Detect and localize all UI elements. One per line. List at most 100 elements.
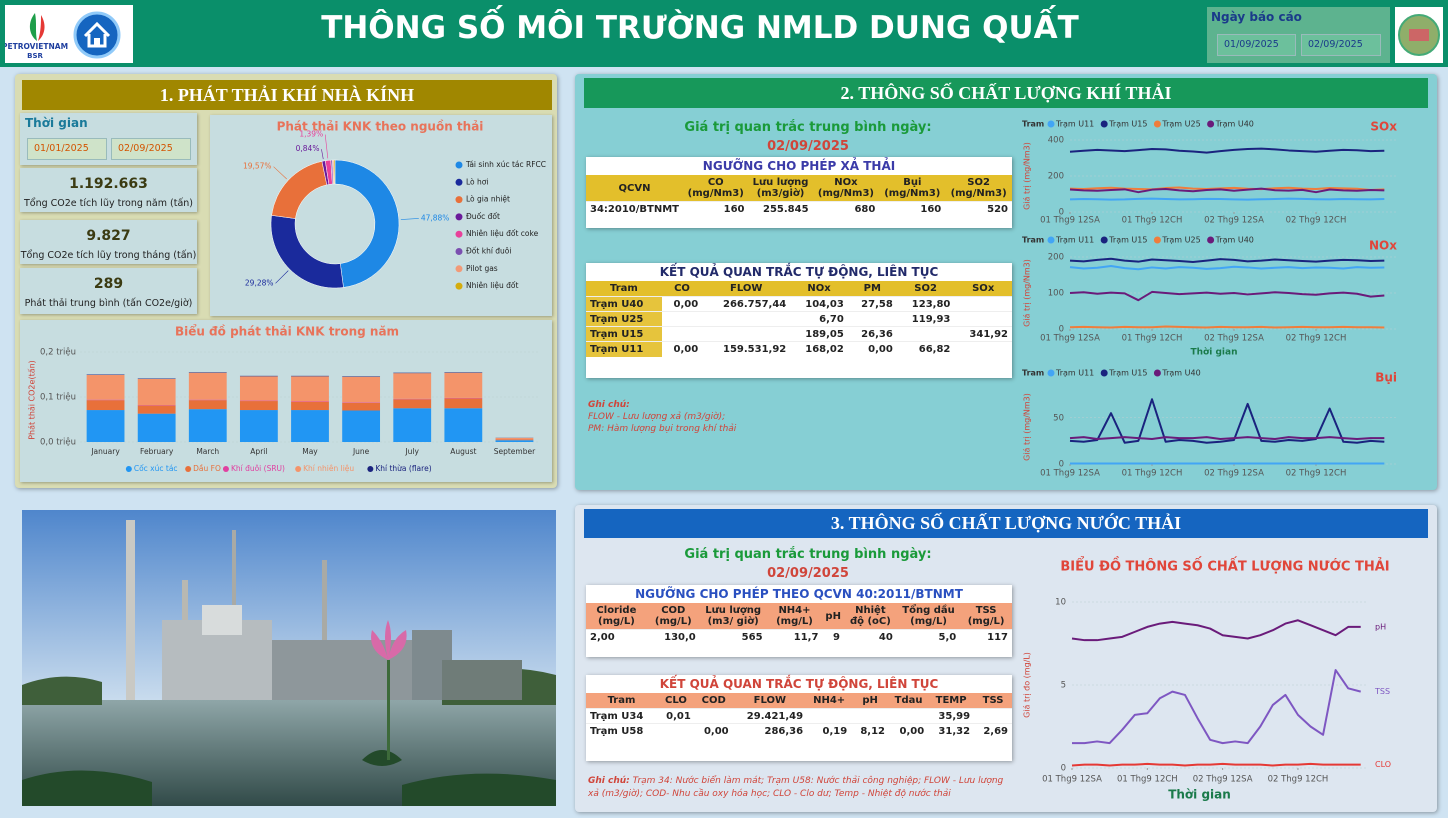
bar-chart: Biểu đồ phát thải KNK trong năm Phát thải…	[27, 324, 540, 473]
cell: 2,69	[974, 723, 1012, 739]
date-to[interactable]: 02/09/2025	[111, 138, 191, 160]
bar-segment	[188, 409, 227, 442]
chart-title: Bụi	[1375, 371, 1397, 385]
x-tick-label: July	[404, 447, 419, 456]
legend-label: Lò hơi	[466, 177, 488, 186]
legend-label: Khí nhiên liệu	[303, 464, 354, 473]
data-label: 47,88%	[421, 213, 450, 222]
cell: 31,32	[928, 723, 975, 739]
x-tick-label: 01 Thg9 12SA	[1042, 775, 1102, 785]
bar-segment	[342, 402, 381, 411]
x-tick-label: June	[352, 447, 370, 456]
y-tick-label: 0	[1059, 208, 1064, 218]
row-label: Trạm U11	[586, 341, 662, 357]
section-title: 2. THÔNG SỐ CHẤT LƯỢNG KHÍ THẢI	[584, 78, 1428, 108]
bar-segment	[291, 410, 329, 442]
cell: 0,00	[661, 296, 703, 312]
x-tick-label: 01 Thg9 12CH	[1122, 334, 1183, 344]
column-header: Lưu lượng (m3/ giờ)	[699, 603, 767, 630]
y-tick-label: 0,0 triệu	[40, 437, 76, 448]
series-line	[1069, 265, 1385, 271]
x-tick-label: 02 Thg9 12SA	[1204, 469, 1264, 479]
leader-line	[321, 149, 324, 160]
x-tick-label: September	[494, 447, 536, 456]
series-line	[1069, 147, 1385, 154]
cell: 565	[699, 629, 767, 645]
x-tick-label: 01 Thg9 12CH	[1122, 469, 1183, 479]
bar-segment	[444, 398, 483, 409]
legend-marker	[222, 466, 229, 472]
legend-label: Nhiên liệu đốt coke	[466, 229, 539, 238]
cell: 341,92	[954, 326, 1012, 342]
donut-slice	[333, 159, 336, 185]
date-panel: Ngày báo cáo 01/09/2025 02/09/2025	[1207, 7, 1390, 63]
column-header: TEMP	[928, 693, 975, 709]
kpi-label: Tổng CO2e tích lũy trong năm (tấn)	[23, 198, 194, 209]
chart-title: Phát thải KNK theo nguồn thải	[277, 120, 484, 134]
section-title: 3. THÔNG SỐ CHẤT LƯỢNG NƯỚC THẢI	[584, 509, 1428, 538]
cell	[954, 296, 1012, 312]
kpi-label: Tổng CO2e tích lũy trong tháng (tấn)	[20, 250, 197, 261]
cell: 27,58	[847, 296, 897, 312]
bar-segment	[86, 400, 125, 411]
results-table: KẾT QUẢ QUAN TRẮC TỰ ĐỘNG, LIÊN TỤC Tram C…	[586, 675, 1012, 761]
series-line	[1069, 187, 1385, 194]
chart-title: Biểu đồ phát thải KNK trong năm	[175, 324, 399, 339]
x-tick-label: 02 Thg9 12CH	[1268, 775, 1329, 785]
refinery-photo	[22, 510, 556, 806]
bar-segment	[495, 439, 534, 441]
limits-table: NGƯỠNG CHO PHÉP XẢ THẢI QCVN CO (mg/Nm3) Lư…	[586, 157, 1012, 228]
legend-marker	[455, 196, 463, 204]
x-tick-label: March	[196, 447, 219, 456]
cell: 680	[812, 201, 880, 217]
legend-label: Trạm U15	[1108, 120, 1147, 130]
bar-segment	[188, 372, 227, 400]
legend-label: Trạm U15	[1108, 369, 1147, 379]
gas-charts: 0 200 400 01 Thg9 12SA 01 Thg9 12CH 02 Thg9 1…	[1022, 120, 1398, 479]
kpi-value: 9.827	[86, 228, 131, 244]
leader-line	[400, 218, 419, 220]
bar-segment	[393, 408, 432, 442]
column-header: Tổng dầu (mg/L)	[896, 603, 961, 630]
date-to[interactable]: 02/09/2025	[1301, 34, 1381, 56]
note-line: Ghi chú:	[588, 400, 630, 410]
series-label: CLO	[1375, 760, 1391, 769]
column-header: SOx	[954, 281, 1012, 297]
cell: 9	[822, 629, 844, 645]
cell: 160	[879, 201, 946, 217]
column-header: Tram	[586, 281, 662, 297]
legend-marker	[185, 466, 192, 472]
date-label: Ngày báo cáo	[1211, 10, 1302, 24]
legend-label: Trạm U40	[1161, 369, 1200, 379]
cell: 520	[945, 201, 1012, 217]
logo-sub: BSR	[27, 52, 43, 60]
row-label: 34:2010/BTNMT	[586, 201, 683, 217]
data-label: 29,28%	[245, 278, 274, 287]
y-tick-label: 0	[1059, 325, 1064, 335]
x-tick-label: 01 Thg9 12CH	[1117, 775, 1178, 785]
y-axis-label: Giá trị đo (mg/L)	[1023, 652, 1033, 718]
cell: 104,03	[790, 296, 848, 312]
notes: Ghi chú: Trạm 34: Nước biển làm mát; Trạ…	[588, 775, 1016, 801]
table-row: Trạm U25 6,70 119,93	[586, 311, 1012, 327]
x-axis-label: Thời gian	[1168, 788, 1231, 802]
legend-marker	[455, 178, 463, 186]
legend-marker	[1047, 369, 1055, 377]
y-axis-label: Giá trị (mg/Nm3)	[1023, 259, 1033, 327]
y-axis-label: Giá trị (mg/Nm3)	[1023, 393, 1033, 461]
date-from[interactable]: 01/01/2025	[27, 138, 107, 160]
cell: 119,93	[896, 311, 955, 327]
column-header: CLO	[657, 693, 695, 709]
legend-marker	[455, 248, 463, 255]
avg-label: Giá trị quan trắc trung bình ngày:	[684, 547, 932, 562]
legend-label: Trạm U11	[1055, 236, 1094, 246]
column-header: CO	[661, 281, 703, 297]
date-from[interactable]: 01/09/2025	[1217, 34, 1296, 56]
data-label: 19,57%	[243, 162, 272, 171]
note-text: Trạm 34: Nước biển làm mát; Trạm U58: Nư…	[588, 776, 1004, 799]
series-line	[1069, 290, 1385, 302]
bar-segment	[495, 440, 534, 442]
column-header: pH	[851, 693, 889, 709]
kpi-value: 289	[93, 276, 124, 292]
series-line	[1069, 398, 1385, 444]
